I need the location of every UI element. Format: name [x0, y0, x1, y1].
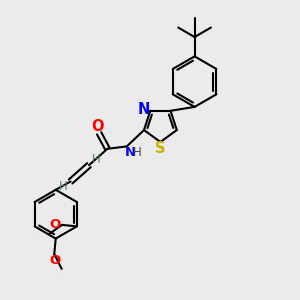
Text: O: O [50, 218, 61, 231]
Text: H: H [59, 180, 68, 193]
Text: O: O [49, 254, 61, 267]
Text: H: H [92, 153, 101, 166]
Text: S: S [155, 141, 166, 156]
Text: O: O [92, 119, 104, 134]
Text: methoxy: methoxy [60, 275, 66, 276]
Text: N: N [125, 146, 136, 159]
Text: H: H [133, 146, 142, 159]
Text: N: N [137, 102, 150, 117]
Text: methoxy: methoxy [37, 234, 44, 235]
